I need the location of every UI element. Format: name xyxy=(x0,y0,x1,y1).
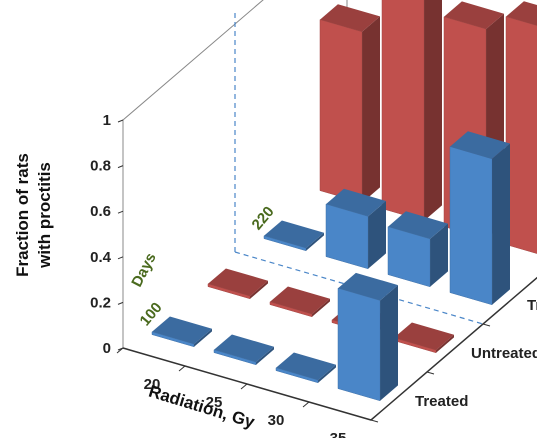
z-tick-mark xyxy=(117,210,124,214)
z-tick-mark xyxy=(117,301,124,305)
bar-treated-220-25 xyxy=(325,188,386,270)
bar-side-face xyxy=(306,232,324,251)
axis-titles: Fraction of rats with proctitis Radiatio… xyxy=(13,153,257,432)
bar-treated-220-20 xyxy=(263,220,324,252)
y-tick-mark xyxy=(482,323,491,327)
x-tick-mark xyxy=(240,383,248,390)
bar-top-face xyxy=(214,334,274,363)
bar-side-face xyxy=(368,201,386,269)
bar-untreated-220-35 xyxy=(505,1,537,254)
x-axis-title: Radiation, Gy xyxy=(146,382,257,432)
z-tick-label: 0.6 xyxy=(90,203,111,220)
bar-side-face xyxy=(436,334,454,353)
x-tick-label: 30 xyxy=(268,412,285,429)
z-tick-label: 0.2 xyxy=(90,294,111,311)
bar-treated-100-20 xyxy=(151,316,212,348)
bar-side-face xyxy=(380,285,398,401)
z-tick-mark xyxy=(117,256,124,260)
x-tick-mark xyxy=(178,365,186,372)
x-tick-mark xyxy=(116,347,124,354)
bars xyxy=(151,0,537,402)
bar-top-face xyxy=(152,316,212,345)
y-tick-mark xyxy=(370,419,379,423)
bar-side-face xyxy=(256,346,274,365)
bar-side-face xyxy=(424,0,442,221)
bar-untreated-100-35 xyxy=(393,322,454,354)
bar-top-face xyxy=(394,322,454,351)
bar-front-face xyxy=(319,19,363,204)
y-tick-label: Treated xyxy=(415,393,468,410)
bar-untreated-100-25 xyxy=(269,286,330,318)
bar-side-face xyxy=(250,280,268,299)
y-tick-label: Untreated xyxy=(471,345,537,362)
y-axis-title-line2: with proctitis xyxy=(35,162,54,269)
bar-top-face xyxy=(326,188,386,217)
bar-top-face xyxy=(264,220,324,249)
bar-front-face xyxy=(381,0,425,222)
bar-front-face xyxy=(449,146,493,306)
back-wall-outline xyxy=(122,0,264,348)
bar-treated-220-35 xyxy=(449,131,510,306)
bar-top-face xyxy=(506,1,537,26)
z-tick-mark xyxy=(117,119,124,123)
y-tick-label: Treated xyxy=(527,297,537,314)
bar-top-face xyxy=(270,286,330,315)
bar-top-face xyxy=(276,352,336,381)
bar-treated-100-25 xyxy=(213,334,274,366)
z-tick-label: 0 xyxy=(103,340,111,357)
x-tick-mark xyxy=(302,401,310,408)
bar-side-face xyxy=(362,16,380,203)
y-axis-title-line1: Fraction of rats xyxy=(13,153,32,277)
bar-side-face xyxy=(492,143,510,305)
bar-side-face xyxy=(430,223,448,287)
bar-top-face xyxy=(208,268,268,297)
bar-untreated-100-20 xyxy=(207,268,268,300)
bar-top-face xyxy=(388,211,448,239)
bar-top-face xyxy=(338,272,398,301)
x-tick-label: 35 xyxy=(330,430,347,438)
y-tick-mark xyxy=(426,371,435,375)
bar-untreated-220-25 xyxy=(381,0,442,222)
bar-treated-100-35 xyxy=(337,272,398,402)
x-tick-label: 25 xyxy=(206,394,223,411)
bar-treated-220-30 xyxy=(387,211,448,288)
bar-top-face xyxy=(320,4,380,32)
bar-front-face xyxy=(505,16,537,254)
days-label: Days xyxy=(128,250,159,290)
z-tick-label: 1 xyxy=(103,112,111,129)
bar-top-face xyxy=(444,1,504,30)
bar-top-face xyxy=(450,131,510,159)
bar-treated-100-30 xyxy=(275,352,336,384)
bar-front-face xyxy=(337,287,381,402)
bar-side-face xyxy=(312,298,330,317)
z-tick-label: 0.4 xyxy=(90,249,112,266)
z-tick-label: 0.8 xyxy=(90,158,111,175)
x-tick-label: 20 xyxy=(144,376,161,393)
z-tick-mark xyxy=(117,165,124,169)
bar-side-face xyxy=(194,328,212,347)
bar-untreated-220-20 xyxy=(319,4,380,204)
bar-side-face xyxy=(318,364,336,383)
